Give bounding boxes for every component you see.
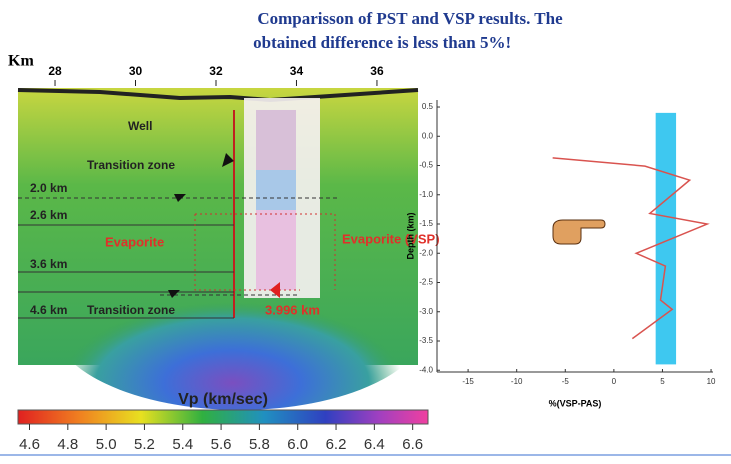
label: 2.6 km (30, 208, 67, 222)
y-tick-label: -2.5 (419, 278, 433, 287)
velocity-anomaly (50, 230, 430, 410)
label: 4.6 km (30, 303, 67, 317)
km-tick-label: 32 (209, 64, 223, 78)
y-tick-label: -3.5 (419, 336, 433, 345)
colorbar-tick-label: 5.8 (249, 436, 270, 453)
colorbar (17, 409, 429, 425)
label: Transition zone (87, 303, 175, 317)
km-tick-label: 36 (370, 64, 384, 78)
x-tick-label: 10 (707, 377, 716, 386)
label: 2.0 km (30, 181, 67, 195)
x-tick-label: 5 (660, 377, 665, 386)
x-tick-label: -15 (462, 377, 474, 386)
slide-title: Comparisson of PST and VSP results. The … (249, 9, 563, 52)
colorbar-tick-label: 6.4 (364, 436, 385, 453)
colorbar-tick-label: 4.6 (19, 436, 40, 453)
log-unit (256, 110, 296, 170)
x-tick-label: -10 (511, 377, 523, 386)
colorbar-tick-label: 6.2 (326, 436, 347, 453)
horizons (18, 197, 340, 319)
y-tick-label: -1.0 (419, 190, 433, 199)
colorbar-tick-label: 5.4 (172, 436, 193, 453)
seismic-section: Well Transition zone 2.0 km 2.6 km Evapo… (17, 88, 440, 410)
km-label: Km (8, 53, 34, 70)
colorbar-tick-label: 6.0 (287, 436, 308, 453)
x-tick-label: -5 (562, 377, 570, 386)
y-tick-label: -3.0 (419, 307, 433, 316)
y-tick-label: -2.0 (419, 248, 433, 257)
label: Evaporite (VSP) (342, 231, 440, 246)
label: Well (128, 119, 152, 133)
tolerance-band (655, 112, 677, 365)
evaporite-box (194, 213, 336, 291)
y-tick-label: -4.0 (419, 365, 433, 374)
colorbar-tick-label: 4.8 (57, 436, 78, 453)
pointing-hand (552, 219, 606, 245)
km-tick-label: 34 (290, 64, 304, 78)
x-axis-label: %(VSP-PAS) (549, 398, 602, 408)
colorbar-tick-label: 5.0 (96, 436, 117, 453)
y-axis-label: Depth (km) (405, 212, 415, 259)
log-unit (256, 170, 296, 210)
y-tick-label: -0.5 (419, 161, 433, 170)
label: Transition zone (87, 158, 175, 172)
y-tick-label: -1.5 (419, 219, 433, 228)
label: Evaporite (105, 234, 164, 249)
data-line (552, 157, 710, 340)
colorbar-title: Vp (km/sec) (178, 391, 268, 408)
label: 3.996 km (265, 302, 320, 317)
km-tick-label: 28 (48, 64, 62, 78)
y-tick-label: 0.5 (422, 102, 434, 111)
arrow-head (270, 282, 280, 298)
x-tick-label: 0 (612, 377, 617, 386)
label: 3.6 km (30, 257, 67, 271)
y-tick-label: 0.0 (422, 131, 434, 140)
log-unit (256, 210, 296, 290)
colorbar-tick-label: 6.6 (402, 436, 423, 453)
km-tick-label: 30 (129, 64, 143, 78)
colorbar-tick-label: 5.6 (211, 436, 232, 453)
colorbar-tick-label: 5.2 (134, 436, 155, 453)
surface (17, 88, 419, 103)
